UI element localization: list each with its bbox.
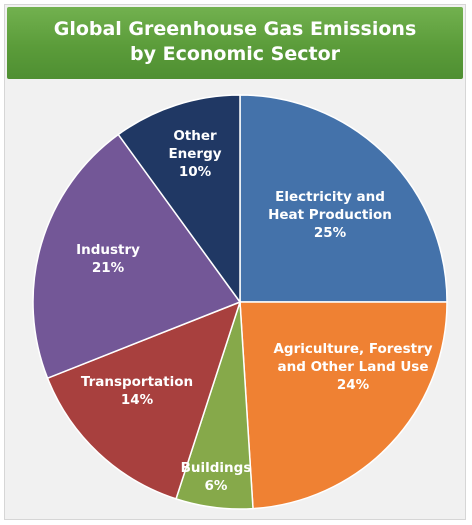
slice-category-label: Electricity and [275, 189, 385, 205]
slice-value-label: 10% [179, 164, 212, 180]
pie-slice-0 [239, 94, 448, 303]
slice-value-label: 25% [314, 225, 347, 241]
pie-slice-3 [46, 300, 242, 500]
slice-value-label: 14% [121, 392, 154, 408]
pie-slice-4 [32, 133, 242, 380]
pie-slice-1 [239, 301, 448, 510]
slice-value-label: 21% [92, 260, 125, 276]
slice-category-label: Transportation [81, 374, 193, 390]
slice-label-4: Industry 21% [76, 242, 140, 276]
slice-category-label: Agriculture, Forestry [273, 341, 432, 357]
slice-category-label: Heat Production [268, 207, 392, 223]
slice-category-label: Other [173, 128, 217, 144]
chart-title-line-2: by Economic Sector [129, 43, 340, 65]
slice-category-label: Buildings [181, 460, 252, 476]
slice-label-3: Transportation 14% [81, 374, 193, 408]
chart-title: Global Greenhouse Gas Emissions by Econo… [7, 7, 463, 79]
slice-label-0: Electricity and Heat Production 25% [268, 189, 392, 241]
slice-value-label: 24% [337, 377, 370, 393]
slice-label-2: Buildings 6% [181, 460, 252, 494]
chart-title-line-1: Global Greenhouse Gas Emissions [53, 18, 417, 40]
slice-label-5: Other Energy 10% [168, 128, 221, 180]
pie-slice-5 [117, 94, 241, 305]
slice-value-label: 6% [205, 478, 228, 494]
slice-label-1: Agriculture, Forestry and Other Land Use 2… [273, 341, 432, 393]
slice-category-label: and Other Land Use [278, 359, 429, 375]
slice-category-label: Energy [168, 146, 221, 162]
slice-category-label: Industry [76, 242, 140, 258]
